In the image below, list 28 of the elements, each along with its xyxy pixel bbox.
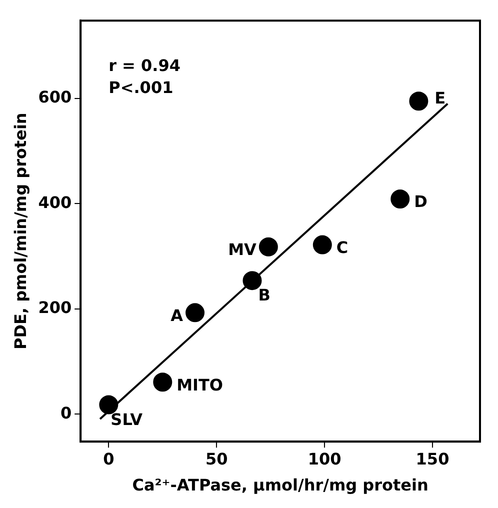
- y-axis-title: PDE, pmol/min/mg protein: [10, 112, 30, 350]
- annotation: MV: [228, 240, 258, 260]
- point: [242, 271, 262, 290]
- y-tick-label: 200: [38, 298, 72, 318]
- x-tick-label: 150: [416, 449, 450, 468]
- point: [99, 395, 118, 414]
- y-tick-label: 400: [38, 192, 72, 212]
- x-tick-label: 100: [308, 449, 342, 468]
- point: [390, 190, 410, 208]
- point: [186, 303, 205, 322]
- annotation: D: [414, 192, 428, 212]
- annotation: SLV: [110, 410, 144, 429]
- annotation: A: [170, 306, 184, 325]
- point: [312, 235, 332, 254]
- x-tick-label: 0: [103, 449, 114, 468]
- annotation: P<.001: [108, 78, 174, 97]
- x-tick-label: 50: [205, 449, 228, 468]
- annotation: MITO: [176, 375, 224, 394]
- point: [409, 92, 428, 111]
- annotation: r = 0.94: [108, 56, 181, 75]
- point: [258, 237, 278, 256]
- annotation: C: [336, 238, 348, 257]
- annotation: E: [434, 88, 446, 108]
- annotation: B: [258, 286, 270, 305]
- y-tick-label: 600: [38, 88, 72, 107]
- y-tick-label: 0: [60, 403, 72, 422]
- point: [153, 372, 172, 392]
- x-axis-title: Ca²⁺-ATPase, µmol/hr/mg protein: [132, 476, 428, 495]
